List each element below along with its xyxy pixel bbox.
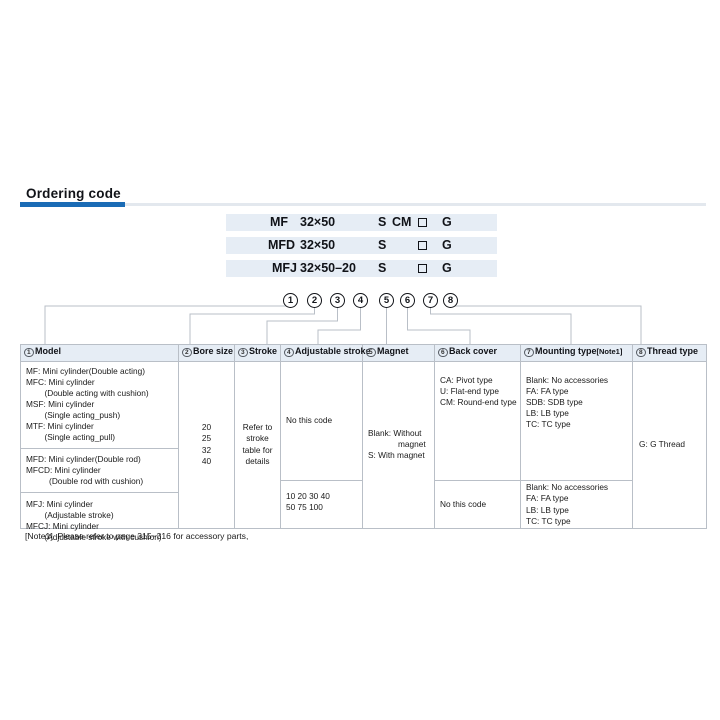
cell-magnet: Blank: Without magnet S: With magnet (362, 361, 435, 529)
back-cover-none: No this code (440, 498, 487, 509)
cell-stroke: Refer to stroke table for details (234, 361, 281, 529)
heading-rule-light (20, 203, 706, 206)
code-mounting-square (418, 264, 427, 273)
column-header-stroke: 3 Stroke (234, 344, 281, 362)
model-group-double-acting: MF: Mini cylinder(Double acting) MFC: Mi… (26, 366, 149, 443)
cell-model: MF: Mini cylinder(Double acting) MFC: Mi… (20, 361, 179, 542)
cell-mounting-type-lower: Blank: No accessories FA: FA type LB: LB… (520, 480, 633, 529)
callout-number-1: 1 (283, 293, 298, 308)
note-reference: [Note1] (596, 347, 623, 356)
column-number-icon: 8 (636, 347, 646, 357)
column-header-bore-size: 2 Bore size (178, 344, 235, 362)
code-model: MF (270, 215, 289, 229)
code-model: MFD (268, 238, 296, 252)
cell-thread-type: G: G Thread (632, 361, 707, 529)
column-header-magnet: 5 Magnet (362, 344, 435, 362)
stroke-note: Refer to stroke table for details (242, 422, 273, 466)
cell-bore-size: 20 25 32 40 (178, 361, 235, 529)
column-number-icon: 4 (284, 347, 294, 357)
cell-adjustable-stroke-lower: 10 20 30 40 50 75 100 (280, 480, 363, 529)
bore-size-values: 20 25 32 40 (201, 422, 212, 466)
cell-mounting-type-upper: Blank: No accessories FA: FA type SDB: S… (520, 361, 633, 481)
code-magnet: S (378, 261, 387, 275)
column-header-label: Bore size (193, 346, 234, 356)
column-number-icon: 5 (366, 347, 376, 357)
callout-number-2: 2 (307, 293, 322, 308)
column-header-adjustable-stroke: 4 Adjustable stroke (280, 344, 371, 362)
column-header-label: Back cover (449, 346, 498, 356)
table-body-row: 10 20 30 40 50 75 100 No this code Blank… (21, 480, 707, 529)
callout-number-5: 5 (379, 293, 394, 308)
thread-type-option: G: G Thread (639, 438, 685, 449)
code-back-cover: CM (392, 215, 412, 229)
heading-rule-accent (20, 202, 125, 207)
column-header-label: Stroke (249, 346, 278, 356)
cell-back-cover-lower: No this code (434, 480, 521, 529)
code-bore-stroke: 32×50 (300, 215, 336, 229)
column-header-mounting-type: 7 Mounting type[Note1] (520, 344, 633, 362)
column-number-icon: 7 (524, 347, 534, 357)
cell-back-cover-upper: CA: Pivot type U: Flat-end type CM: Roun… (434, 361, 521, 481)
page-title: Ordering code (26, 186, 121, 201)
callout-connector-lines (44, 293, 642, 344)
column-header-back-cover: 6 Back cover (434, 344, 521, 362)
table-header-row: 1 Model 2 Bore size 3 Stroke 4 Adjustable st… (20, 344, 707, 362)
adjustable-stroke-values: 10 20 30 40 50 75 100 (286, 491, 330, 513)
mounting-type-options-standard: Blank: No accessories FA: FA type SDB: S… (526, 375, 609, 430)
column-header-label: Model (35, 346, 61, 356)
column-number-icon: 6 (438, 347, 448, 357)
code-magnet: S (378, 215, 387, 229)
adjustable-stroke-none: No this code (286, 415, 333, 426)
code-magnet: S (378, 238, 387, 252)
code-mounting-square (418, 241, 427, 250)
code-mounting-square (418, 218, 427, 227)
callout-number-8: 8 (443, 293, 458, 308)
column-header-label: Thread type (647, 346, 699, 356)
table-body-row: MF: Mini cylinder(Double acting) MFC: Mi… (20, 361, 707, 542)
code-row-band (226, 260, 497, 277)
column-number-icon: 3 (238, 347, 248, 357)
ordering-code-table: 1 Model 2 Bore size 3 Stroke 4 Adjustable st… (20, 344, 707, 542)
code-thread: G (442, 261, 452, 275)
callout-number-7: 7 (423, 293, 438, 308)
code-bore-stroke: 32×50 (300, 238, 336, 252)
column-header-label: Adjustable stroke (295, 346, 371, 356)
mounting-type-options-adjustable: Blank: No accessories FA: FA type LB: LB… (526, 482, 609, 526)
callout-number-6: 6 (400, 293, 415, 308)
column-header-label: Mounting type (535, 346, 597, 356)
callout-number-4: 4 (353, 293, 368, 308)
code-row-band (226, 214, 497, 231)
magnet-options: Blank: Without magnet S: With magnet (368, 427, 426, 461)
callout-number-3: 3 (330, 293, 345, 308)
column-number-icon: 1 (24, 347, 34, 357)
footnote-note1: [Note1] Please refer to page 315~316 for… (25, 531, 249, 541)
column-header-thread-type: 8 Thread type (632, 344, 707, 362)
cell-adjustable-stroke-upper: No this code (280, 361, 363, 481)
model-group-adjustable-stroke: MFJ: Mini cylinder (Adjustable stroke) M… (26, 499, 162, 543)
column-number-icon: 2 (182, 347, 192, 357)
code-thread: G (442, 215, 452, 229)
code-thread: G (442, 238, 452, 252)
code-bore-stroke: 32×50–20 (300, 261, 356, 275)
back-cover-options: CA: Pivot type U: Flat-end type CM: Roun… (440, 375, 517, 408)
code-row-band (226, 237, 497, 254)
column-header-label: Magnet (377, 346, 409, 356)
model-group-double-rod: MFD: Mini cylinder(Double rod) MFCD: Min… (26, 454, 144, 487)
code-model: MFJ (272, 261, 297, 275)
column-header-model: 1 Model (20, 344, 179, 362)
